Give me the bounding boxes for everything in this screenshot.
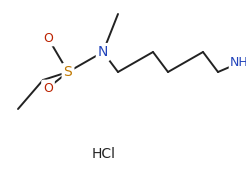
Text: O: O xyxy=(43,81,53,94)
Text: NH₂: NH₂ xyxy=(230,56,246,69)
Text: N: N xyxy=(98,45,108,59)
Text: S: S xyxy=(64,65,72,79)
Text: O: O xyxy=(43,31,53,44)
Text: HCl: HCl xyxy=(91,147,115,161)
